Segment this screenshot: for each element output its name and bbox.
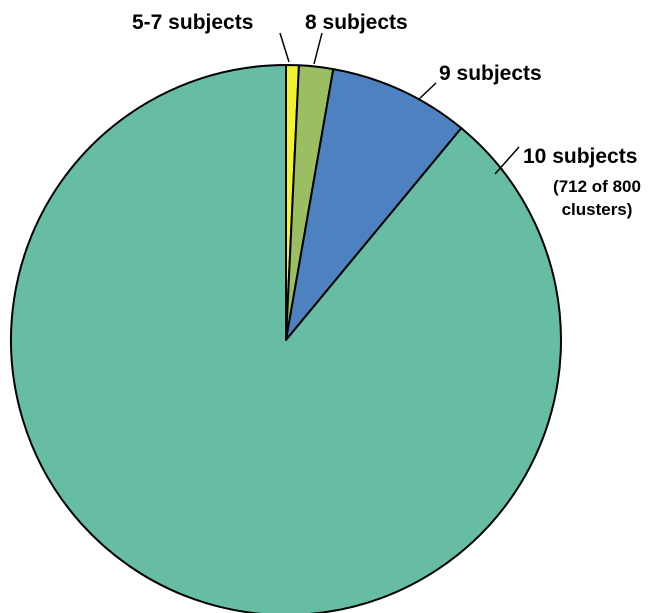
leader-line-8 — [313, 32, 323, 65]
leader-line-10 — [494, 146, 520, 175]
slice-label-5-7-subjects: 5-7 subjects — [132, 11, 253, 34]
leader-line-5-7 — [279, 32, 290, 63]
slice-label-10-subjects: 10 subjects — [523, 145, 637, 168]
pie-slice-9-subjects — [285, 68, 463, 341]
pie-slice-10-subjects — [10, 64, 562, 613]
leader-lines — [279, 32, 520, 175]
pie-slices — [10, 64, 562, 613]
leader-line-9 — [417, 82, 437, 101]
slice-label-8-subjects: 8 subjects — [305, 11, 408, 34]
slice-note-line-2: clusters) — [562, 200, 633, 219]
slice-note-line-1: (712 of 800 — [553, 177, 641, 196]
slice-label-9-subjects: 9 subjects — [439, 62, 542, 85]
